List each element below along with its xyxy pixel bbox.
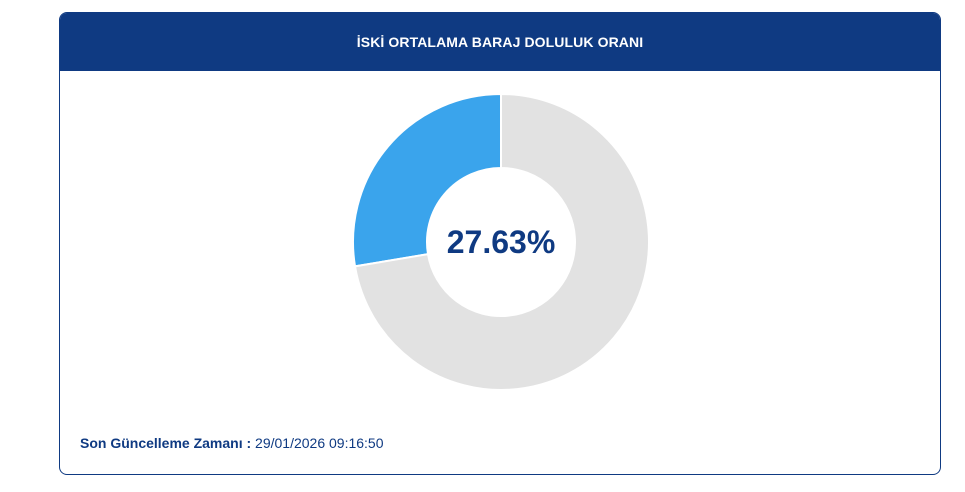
donut-slice-filled — [352, 93, 502, 268]
last-update: Son Güncelleme Zamanı : 29/01/2026 09:16… — [80, 435, 384, 451]
donut-chart — [352, 93, 650, 391]
dam-occupancy-card: İSKİ ORTALAMA BARAJ DOLULUK ORANI 27.63%… — [59, 12, 941, 475]
donut-slice-empty — [353, 93, 650, 391]
card-header: İSKİ ORTALAMA BARAJ DOLULUK ORANI — [60, 13, 940, 71]
card-title: İSKİ ORTALAMA BARAJ DOLULUK ORANI — [356, 34, 644, 50]
last-update-label: Son Güncelleme Zamanı : — [80, 435, 252, 451]
chart-area: 27.63% — [60, 71, 940, 391]
last-update-value: 29/01/2026 09:16:50 — [255, 435, 384, 451]
